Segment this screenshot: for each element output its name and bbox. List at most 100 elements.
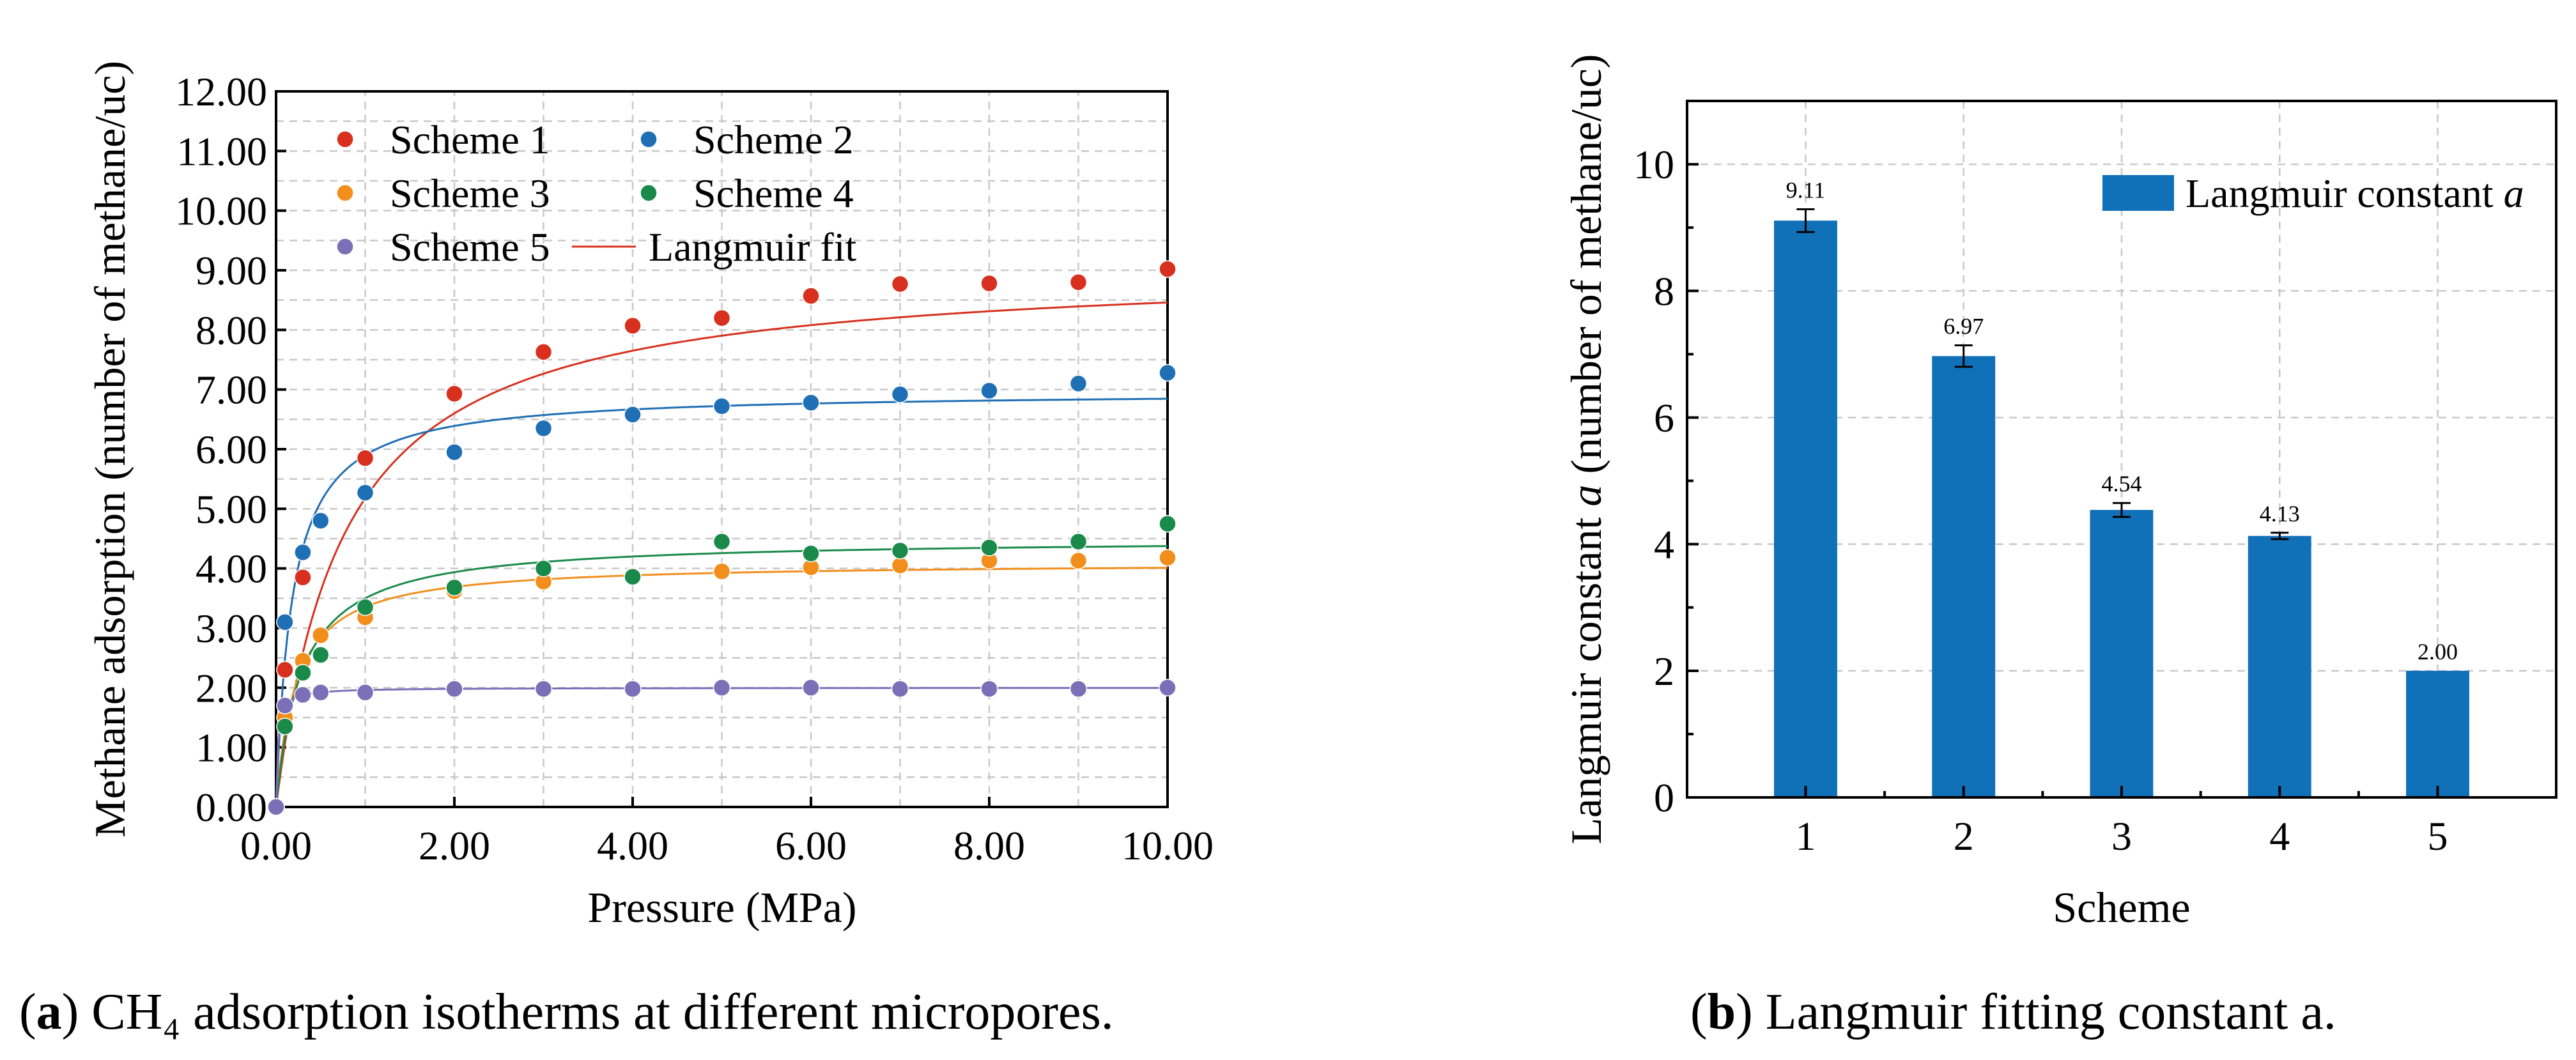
bar-value-label: 9.11 xyxy=(1786,177,1826,203)
legend-swatch-langmuir-constant xyxy=(2102,175,2174,211)
data-point-scheme-2 xyxy=(1069,374,1088,393)
data-point-scheme-2 xyxy=(713,397,731,415)
data-point-scheme-1 xyxy=(445,385,463,403)
data-point-scheme-1 xyxy=(294,568,312,587)
data-point-scheme-3 xyxy=(713,562,731,581)
isotherm-y-tick-label: 6.00 xyxy=(196,427,267,472)
isotherm-y-tick-label: 8.00 xyxy=(196,307,267,353)
data-point-scheme-5 xyxy=(802,679,820,697)
data-point-scheme-4 xyxy=(802,544,820,563)
langmuir-fit-curve-scheme-4 xyxy=(275,545,1168,808)
data-point-scheme-2 xyxy=(356,484,374,502)
bar-x-tick-label: 4 xyxy=(2269,813,2290,859)
caption-a: (a) CH₄ adsorption isotherms at differen… xyxy=(19,984,1114,1040)
isotherm-y-tick-label: 2.00 xyxy=(196,665,267,711)
isotherm-legend: Scheme 1 Scheme 2 Scheme 3 Scheme 4 Sche… xyxy=(336,117,856,270)
isotherm-chart: 0.00 1.00 2.00 3.00 4.00 5.00 6.00 7.00 8.00 9.00… xyxy=(86,61,1214,932)
bar-scheme-5 xyxy=(2406,670,2469,797)
isotherm-x-tick-label: 0.00 xyxy=(240,823,312,868)
bar-x-tick-label: 3 xyxy=(2111,813,2132,859)
legend-marker-scheme-3 xyxy=(336,184,354,202)
data-point-scheme-5 xyxy=(980,680,998,698)
data-point-scheme-4 xyxy=(356,598,374,617)
data-point-scheme-4 xyxy=(891,541,909,560)
data-point-scheme-4 xyxy=(534,559,553,578)
legend-label-langmuir-fit: Langmuir fit xyxy=(649,224,856,270)
data-point-scheme-3 xyxy=(891,557,909,574)
bar-y-tick-label: 2 xyxy=(1654,649,1674,694)
data-point-scheme-2 xyxy=(294,543,312,562)
data-point-scheme-1 xyxy=(713,309,731,327)
legend-label-scheme-5: Scheme 5 xyxy=(390,224,550,270)
data-point-scheme-5 xyxy=(891,680,909,698)
data-point-scheme-2 xyxy=(534,419,553,438)
legend-label-langmuir-constant: Langmuir constant a xyxy=(2186,171,2524,216)
isotherm-y-tick-label: 12.00 xyxy=(175,69,267,114)
data-point-scheme-5 xyxy=(356,684,374,702)
legend-marker-scheme-2 xyxy=(640,130,658,148)
data-point-scheme-5 xyxy=(445,680,463,698)
data-point-scheme-5 xyxy=(534,680,553,698)
data-point-scheme-2 xyxy=(312,512,330,530)
data-point-scheme-5 xyxy=(1069,680,1088,698)
data-point-scheme-4 xyxy=(276,718,294,735)
bar-value-label: 4.13 xyxy=(2260,501,2300,526)
legend-marker-scheme-4 xyxy=(640,184,658,202)
isotherm-y-tick-label: 10.00 xyxy=(175,188,267,234)
data-point-scheme-4 xyxy=(445,578,463,597)
bar-value-label: 2.00 xyxy=(2418,639,2458,664)
isotherm-y-tick-label: 7.00 xyxy=(196,367,267,413)
legend-marker-scheme-1 xyxy=(336,130,354,148)
bar-y-tick-label: 10 xyxy=(1633,142,1674,187)
bar-y-axis-label: Langmuir constant a (number of methane/u… xyxy=(1562,54,1610,845)
langmuir-fit-curves xyxy=(275,302,1168,808)
bar-y-tick-label: 0 xyxy=(1654,775,1674,820)
data-point-scheme-2 xyxy=(980,381,998,400)
caption-b-text: Langmuir fitting constant a. xyxy=(1753,984,2336,1040)
caption-a-text: CH₄ adsorption isotherms at different mi… xyxy=(79,984,1113,1040)
data-point-scheme-1 xyxy=(891,275,909,293)
data-point-scheme-4 xyxy=(980,539,998,557)
data-point-scheme-5 xyxy=(713,679,731,697)
isotherm-y-tick-label: 4.00 xyxy=(196,546,267,592)
bar-scheme-1 xyxy=(1774,220,1837,797)
data-point-scheme-1 xyxy=(1159,260,1176,278)
bar-legend: Langmuir constant a xyxy=(2102,171,2524,216)
langmuir-fit-curve-scheme-1 xyxy=(275,302,1168,808)
data-point-scheme-2 xyxy=(624,406,642,424)
data-point-scheme-5 xyxy=(1159,679,1176,697)
data-point-scheme-1 xyxy=(356,449,374,467)
isotherm-x-tick-label: 10.00 xyxy=(1122,823,1214,868)
bar-scheme-3 xyxy=(2090,510,2154,797)
bar-y-tick-label: 6 xyxy=(1654,395,1674,440)
bar-value-label: 4.54 xyxy=(2102,471,2142,496)
isotherm-x-axis-label: Pressure (MPa) xyxy=(587,883,856,932)
isotherm-y-tick-label: 1.00 xyxy=(196,725,267,771)
data-point-scheme-3 xyxy=(312,626,330,644)
data-point-scheme-2 xyxy=(445,443,463,461)
legend-label-scheme-4: Scheme 4 xyxy=(693,171,854,216)
caption-a-letter: a xyxy=(36,984,62,1040)
isotherm-y-tick-label: 5.00 xyxy=(196,486,267,532)
isotherm-y-tick-label: 3.00 xyxy=(196,606,267,651)
bars: 9.11 6.97 4.54 4.13 2.00 xyxy=(1774,177,2469,797)
bar-x-tick-label: 2 xyxy=(1954,813,1974,859)
bar-x-tick-label: 1 xyxy=(1795,813,1816,859)
data-point-scheme-5 xyxy=(294,686,312,704)
data-point-scheme-1 xyxy=(1069,273,1088,291)
bar-scheme-2 xyxy=(1932,356,1996,797)
data-point-scheme-4 xyxy=(1159,514,1176,533)
bar-scheme-4 xyxy=(2248,535,2311,797)
data-point-scheme-5 xyxy=(312,684,330,702)
data-point-scheme-5 xyxy=(624,680,642,698)
data-point-scheme-5 xyxy=(276,696,294,715)
data-point-scheme-1 xyxy=(534,343,553,361)
data-point-scheme-3 xyxy=(1069,551,1088,570)
isotherm-y-tick-label: 9.00 xyxy=(196,248,267,293)
bar-value-label: 6.97 xyxy=(1943,313,1984,339)
data-point-scheme-4 xyxy=(624,567,642,586)
legend-label-scheme-3: Scheme 3 xyxy=(390,171,550,216)
